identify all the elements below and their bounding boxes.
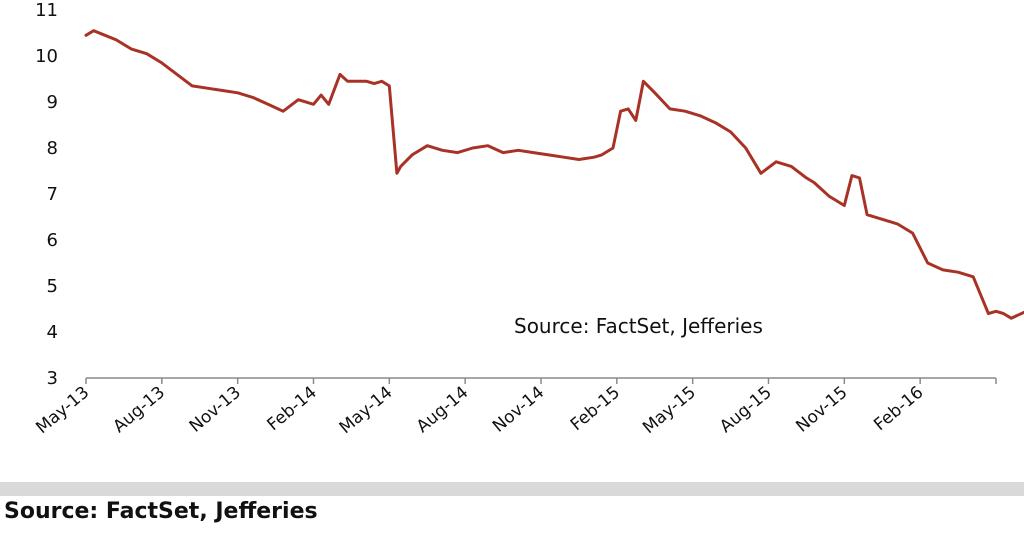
footer-divider bbox=[0, 482, 1024, 496]
x-tick-label: Aug-13 bbox=[109, 383, 169, 438]
y-tick-label: 11 bbox=[35, 0, 58, 21]
series-line bbox=[84, 29, 1024, 320]
y-tick-label: 7 bbox=[47, 184, 58, 205]
x-tick-label: May-15 bbox=[639, 383, 700, 439]
x-tick-label: Nov-15 bbox=[792, 383, 851, 437]
y-tick-label: 8 bbox=[47, 138, 58, 159]
y-tick-label: 3 bbox=[47, 368, 58, 389]
x-tick-label: May-13 bbox=[32, 383, 93, 439]
x-axis-ticks: May-13 Aug-13 Nov-13 Feb-14 May-14 Aug-14 Nov-… bbox=[32, 378, 997, 439]
y-tick-label: 10 bbox=[35, 46, 58, 67]
x-tick-label: May-14 bbox=[336, 383, 397, 439]
x-tick-label: Feb-16 bbox=[870, 383, 927, 436]
x-tick-label: Nov-14 bbox=[489, 383, 548, 437]
footer-source-label: Source: FactSet, Jefferies bbox=[4, 499, 318, 524]
x-tick-label: Aug-14 bbox=[413, 383, 473, 438]
x-tick-label: Nov-13 bbox=[186, 383, 245, 437]
x-tick-label: Feb-14 bbox=[264, 383, 321, 436]
y-tick-label: 9 bbox=[47, 92, 58, 113]
y-tick-label: 6 bbox=[47, 230, 58, 251]
y-tick-label: 5 bbox=[47, 276, 58, 297]
x-tick-label: Aug-15 bbox=[716, 383, 776, 438]
y-axis-ticks: 3 4 5 6 7 8 9 10 11 bbox=[35, 0, 58, 389]
x-tick-label: Feb-15 bbox=[567, 383, 624, 436]
chart-annotation: Source: FactSet, Jefferies bbox=[514, 314, 763, 338]
y-tick-label: 4 bbox=[47, 322, 58, 343]
